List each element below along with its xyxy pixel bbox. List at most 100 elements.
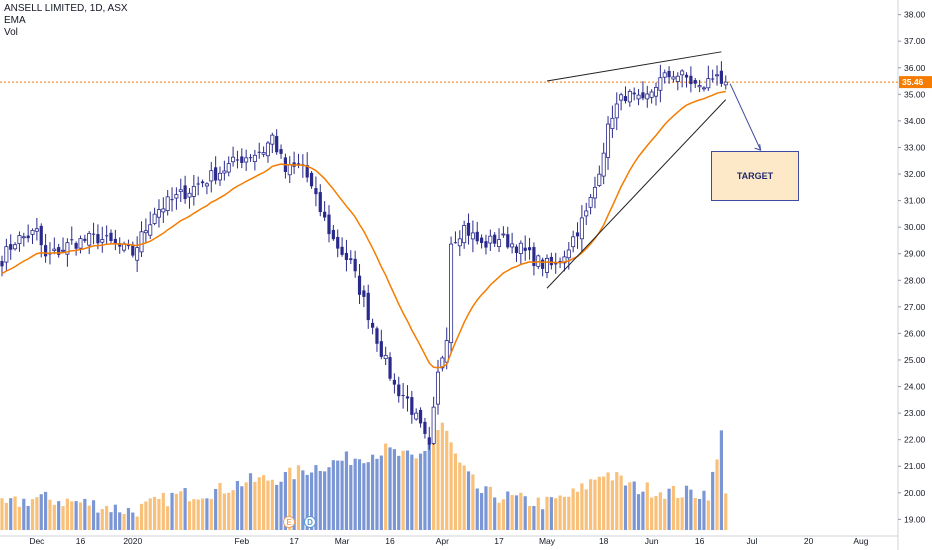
- volume-bar: [623, 485, 628, 530]
- volume-bar: [283, 471, 287, 530]
- candle-body-down: [388, 357, 392, 379]
- candle-body-up: [30, 229, 35, 235]
- volume-bar: [724, 493, 728, 530]
- candle-body-down: [74, 243, 78, 249]
- volume-bar: [349, 465, 353, 530]
- volume-bar: [536, 497, 540, 530]
- volume-bar: [22, 498, 26, 530]
- candle-body-up: [701, 87, 706, 90]
- volume-bar: [636, 494, 641, 530]
- candle-body-down: [549, 256, 553, 266]
- candle-body-up: [152, 213, 157, 224]
- time-tick-label: 16: [76, 536, 86, 546]
- volume-bar: [275, 484, 279, 530]
- volume-bar: [218, 483, 222, 530]
- vol-indicator-label[interactable]: Vol: [4, 27, 18, 38]
- volume-bar: [192, 499, 196, 530]
- candle-body-up: [21, 236, 26, 239]
- candle-body-down: [427, 437, 431, 445]
- candle-body-down: [196, 183, 200, 185]
- volume-bar: [593, 479, 597, 530]
- volume-bar: [74, 501, 78, 530]
- candle-body-up: [148, 224, 153, 236]
- candle-body-down: [309, 172, 314, 187]
- symbol-title: ANSELL LIMITED, 1D, ASX: [4, 3, 128, 14]
- volume-bar: [706, 500, 710, 530]
- candle-body-down: [105, 235, 109, 237]
- volume-bar: [61, 506, 65, 530]
- candle-body-up: [135, 247, 140, 261]
- volume-bar: [35, 497, 39, 530]
- volume-bar: [423, 450, 427, 530]
- target-arrow-line: [729, 83, 762, 151]
- volume-bar: [227, 492, 231, 530]
- candle-body-up: [231, 156, 236, 163]
- volume-bar: [488, 486, 492, 530]
- volume-bar: [676, 498, 680, 530]
- candle-body-down: [275, 136, 279, 153]
- volume-bar: [379, 455, 383, 530]
- candle-body-down: [57, 247, 61, 255]
- volume-bar: [296, 465, 301, 530]
- candle-body-up: [680, 70, 685, 76]
- volume-bar: [462, 465, 466, 530]
- volume-bar: [392, 449, 396, 530]
- ema-indicator-label[interactable]: EMA: [4, 15, 26, 26]
- time-tick-label: Jun: [645, 536, 659, 546]
- candle-body-down: [475, 231, 479, 242]
- candle-body-up: [619, 94, 624, 101]
- price-tick-label: 29.00: [904, 249, 926, 259]
- volume-bar: [200, 498, 205, 530]
- volume-bar: [113, 504, 117, 530]
- dividend-event-badge[interactable]: D: [304, 516, 316, 528]
- volume-bar: [497, 502, 501, 530]
- candle-body-up: [601, 152, 606, 177]
- candle-body-down: [39, 225, 43, 246]
- candle-body-up: [488, 235, 493, 244]
- volume-bar: [314, 465, 318, 530]
- candle-body-down: [235, 159, 240, 161]
- volume-bar: [357, 459, 362, 530]
- volume-bar: [466, 471, 471, 530]
- target-box[interactable]: TARGET: [711, 151, 799, 201]
- candle-body-down: [362, 290, 366, 297]
- volume-bar: [650, 497, 654, 530]
- volume-bar: [135, 516, 139, 530]
- volume-bar: [558, 495, 562, 530]
- candle-body-up: [457, 238, 462, 247]
- volume-bar: [527, 505, 532, 530]
- candle-body-down: [541, 259, 545, 269]
- candle-body-down: [375, 328, 379, 344]
- volume-bar: [523, 496, 527, 530]
- earnings-event-badge[interactable]: E: [283, 516, 295, 528]
- candle-body-down: [118, 243, 122, 247]
- volume-bar: [619, 475, 623, 530]
- volume-bar: [344, 451, 349, 530]
- price-tick-label: 27.00: [904, 302, 926, 312]
- volume-bar: [13, 496, 17, 530]
- time-tick-label: 17: [494, 536, 504, 546]
- candle-body-up: [217, 172, 222, 181]
- candle-body-up: [706, 78, 711, 89]
- volume-bar: [131, 512, 135, 530]
- volume-bar: [309, 472, 314, 530]
- volume-bar: [118, 512, 122, 530]
- volume-bar: [663, 498, 667, 530]
- volume-bar: [580, 483, 584, 530]
- volume-bar: [645, 482, 649, 530]
- candle-body-down: [357, 275, 362, 295]
- candle-body-up: [562, 256, 567, 264]
- volume-bar: [196, 499, 200, 530]
- volume-bar: [715, 459, 719, 530]
- volume-bar: [139, 503, 144, 530]
- price-tick-label: 37.00: [904, 36, 926, 46]
- volume-bar: [519, 492, 523, 530]
- candle-body-up: [606, 123, 611, 158]
- candle-body-up: [156, 209, 161, 218]
- volume-bar: [70, 501, 74, 530]
- candle-body-up: [87, 232, 92, 246]
- price-tick-label: 24.00: [904, 382, 926, 392]
- candle-body-down: [344, 252, 349, 260]
- volume-bar: [331, 460, 335, 530]
